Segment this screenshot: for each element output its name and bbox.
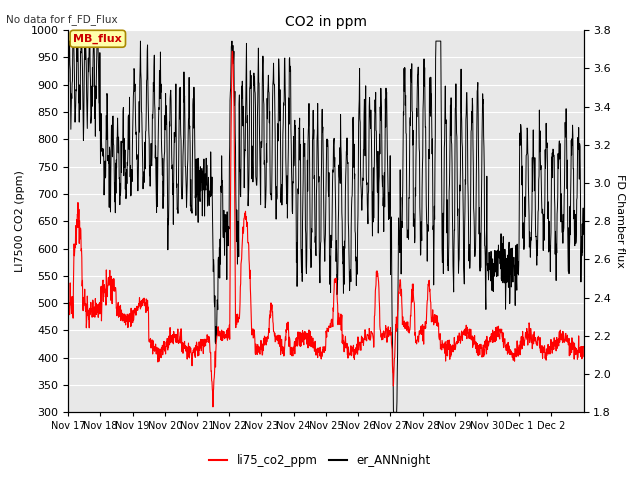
Legend: li75_co2_ppm, er_ANNnight: li75_co2_ppm, er_ANNnight	[205, 449, 435, 472]
Y-axis label: LI7500 CO2 (ppm): LI7500 CO2 (ppm)	[15, 170, 25, 272]
Title: CO2 in ppm: CO2 in ppm	[285, 15, 367, 29]
Text: MB_flux: MB_flux	[74, 34, 122, 44]
Text: No data for f_FD_Flux: No data for f_FD_Flux	[6, 14, 118, 25]
Y-axis label: FD Chamber flux: FD Chamber flux	[615, 174, 625, 268]
